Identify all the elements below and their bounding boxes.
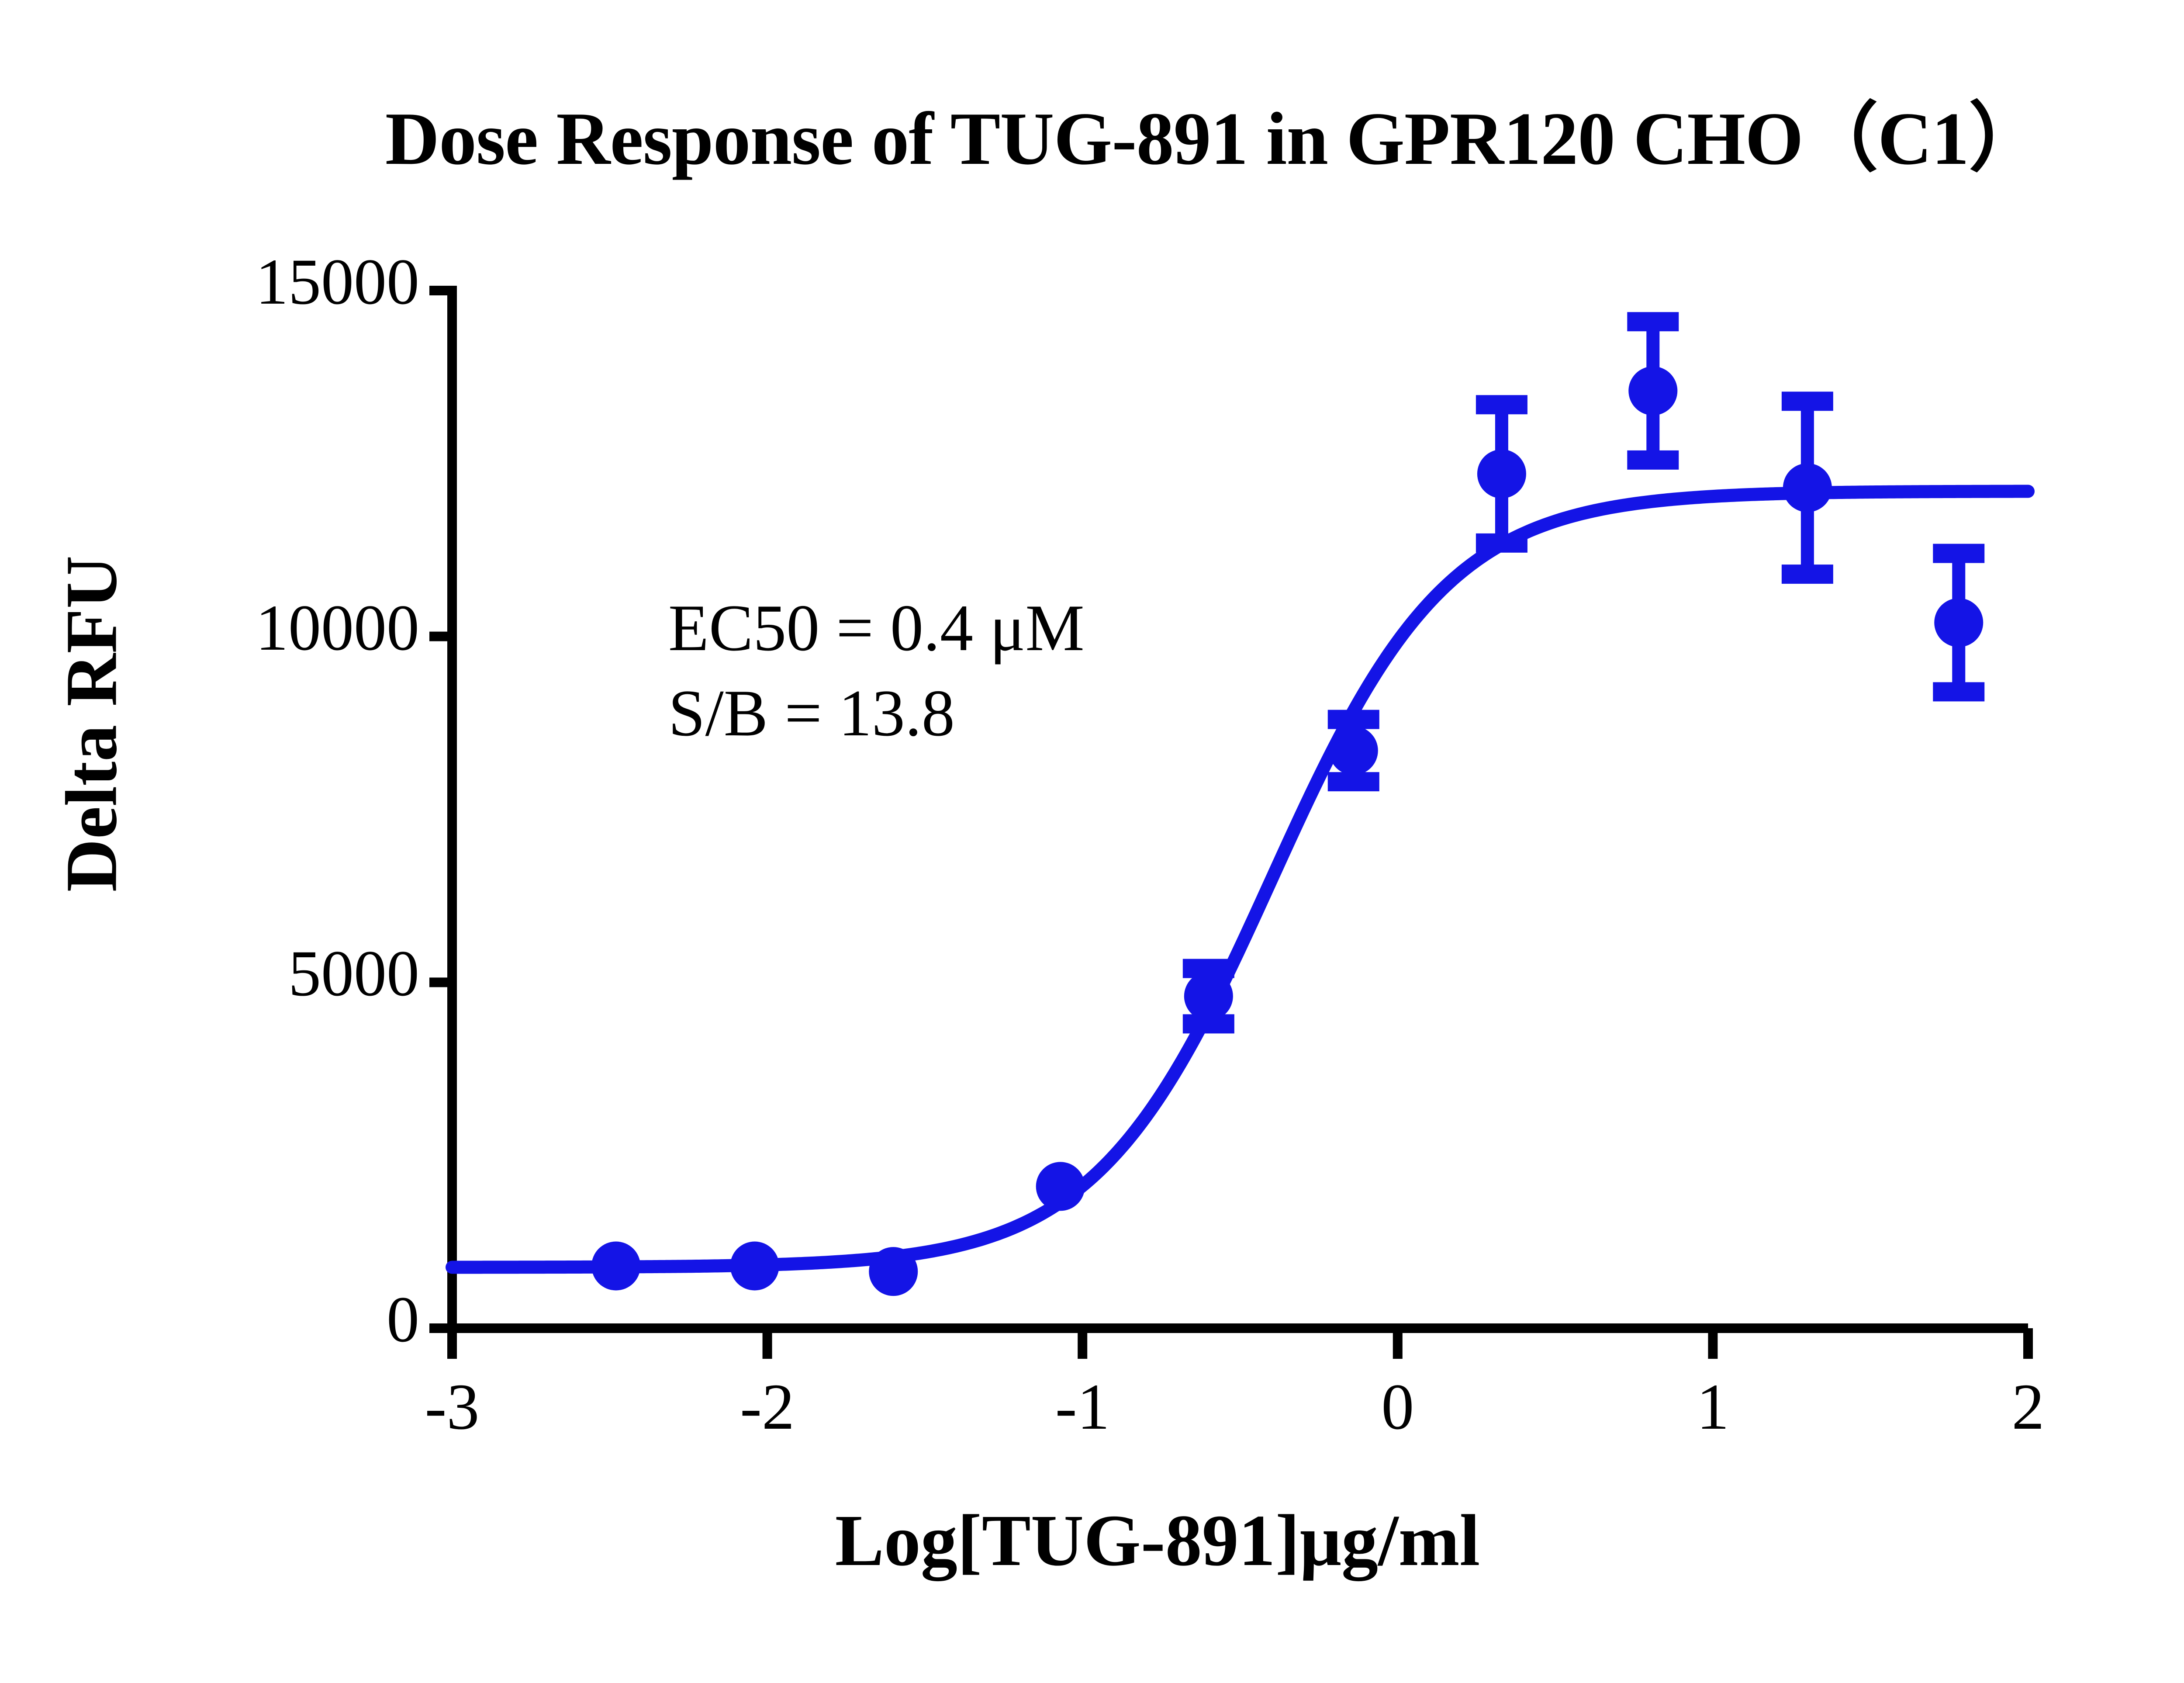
error-bars	[1182, 312, 1985, 1034]
x-tick-label-1: 1	[1696, 1371, 1729, 1443]
y-tick-label-15000: 15000	[256, 246, 419, 318]
fit-curve	[446, 485, 2035, 1274]
y-tick-label-10000: 10000	[256, 591, 419, 664]
annotation-signal-background: S/B = 13.8	[668, 676, 955, 750]
y-tick-label-5000: 5000	[288, 937, 419, 1010]
data-markers	[591, 366, 1984, 1296]
annotation-ec50: EC50 = 0.4 μM	[668, 591, 1085, 665]
y-tick-label-0: 0	[387, 1283, 419, 1356]
axis-lines	[429, 286, 2033, 1359]
x-tick-label-2: 2	[2011, 1371, 2045, 1443]
fit-annotation: EC50 = 0.4 μM S/B = 13.8	[668, 585, 1085, 755]
x-tick-label-minus1: -1	[1055, 1371, 1110, 1443]
x-axis-title: Log[TUG-891]μg/ml	[835, 1500, 1480, 1581]
x-tick-label-minus2: -2	[740, 1371, 795, 1443]
x-tick-label-minus3: -3	[425, 1371, 480, 1443]
x-tick-label-0: 0	[1381, 1371, 1414, 1443]
chart-title: Dose Response of TUG-891 in GPR120 CHO（C…	[385, 97, 2044, 180]
